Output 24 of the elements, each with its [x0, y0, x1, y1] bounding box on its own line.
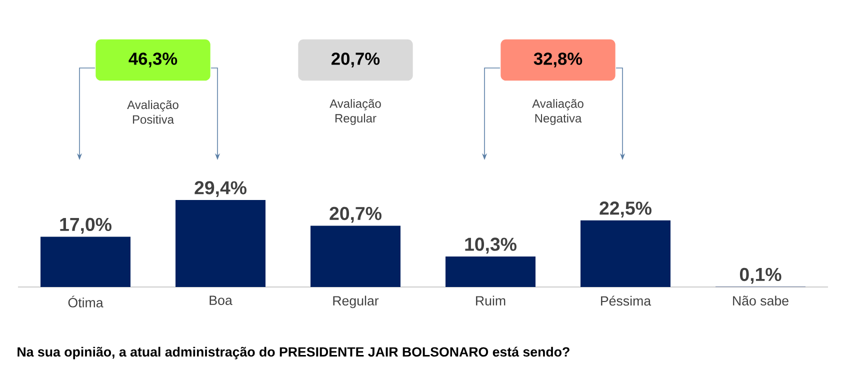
- x-tick-label: Regular: [333, 296, 379, 308]
- x-tick-label: Não sabe: [733, 296, 788, 306]
- bar: [446, 256, 536, 287]
- text: Avaliação Positiva: [127, 100, 178, 124]
- bar: [310, 226, 400, 287]
- data-label: 0,1%: [740, 268, 782, 284]
- x-tick-label: Péssima: [601, 296, 652, 306]
- bar: [176, 200, 266, 287]
- bar: [580, 220, 671, 287]
- bar: [40, 236, 130, 287]
- text: 46,3%: [128, 52, 178, 68]
- text: Avaliação Negativa: [532, 99, 584, 125]
- text: 20,7%: [332, 52, 380, 68]
- x-tick-label: Ótima: [68, 296, 104, 308]
- data-label: 22,5%: [600, 202, 652, 218]
- data-label: 17,0%: [60, 218, 112, 234]
- text: Na sua opinião, a atual administração do PRESIDENTE JAIR BOLSONARO está sendo?: [18, 346, 570, 360]
- text: Avaliação Regular: [330, 99, 381, 125]
- text: 32,8%: [534, 52, 582, 68]
- data-label: 10,3%: [465, 238, 516, 254]
- data-label: 29,4%: [194, 181, 246, 198]
- data-label: 20,7%: [330, 206, 382, 223]
- x-tick-label: Boa: [210, 296, 232, 306]
- x-tick-label: Ruim: [476, 296, 506, 306]
